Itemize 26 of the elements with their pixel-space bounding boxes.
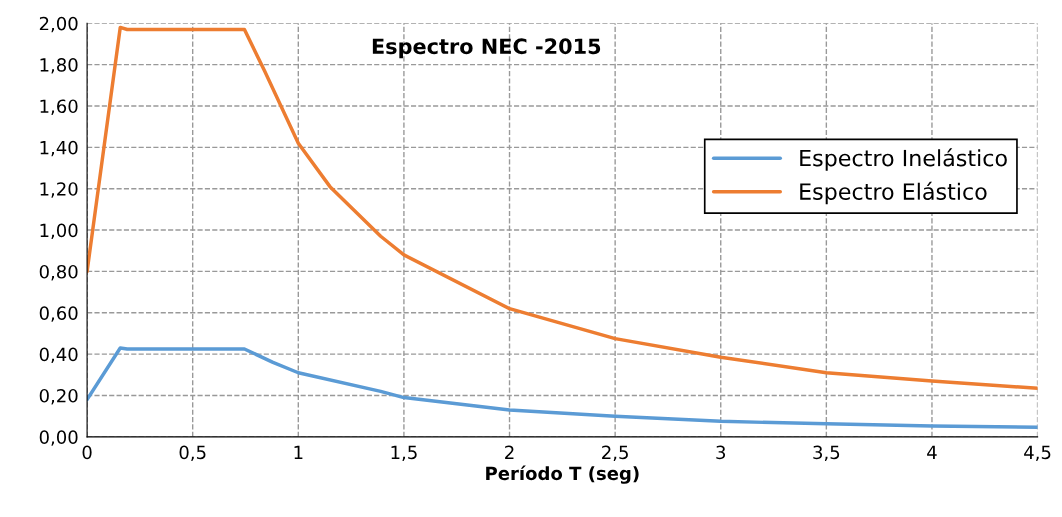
y-tick-label: 0,00 — [39, 430, 78, 446]
y-tick-label: 1,00 — [40, 223, 78, 240]
x-tick-label: 3,5 — [813, 445, 840, 462]
legend-label: Espectro Elástico — [800, 181, 987, 205]
x-tick-label: 2 — [505, 445, 514, 459]
y-tick-label: 0,60 — [39, 306, 78, 322]
x-tick-label: 4 — [927, 445, 937, 459]
y-tick-label: 0,40 — [39, 347, 78, 364]
y-tick-label: 1,40 — [40, 140, 78, 157]
y-tick-label: 1,20 — [40, 182, 78, 198]
x-tick-label: 4,5 — [1024, 445, 1051, 462]
line-series — [87, 346, 1038, 430]
x-tick-label: 3 — [716, 445, 726, 460]
y-tick-label: 0,20 — [39, 388, 78, 405]
x-tick-label: 1 — [294, 445, 303, 459]
y-tick-label: 2,00 — [39, 16, 78, 33]
x-axis-title: Período T (seg) — [486, 465, 639, 484]
legend-label: Espectro Inelástico — [800, 148, 1007, 171]
y-tick-label: 1,80 — [40, 58, 78, 74]
x-tick-label: 0 — [82, 445, 92, 460]
text: Espectro NEC -2015 — [372, 38, 601, 59]
x-tick-label: 0,5 — [179, 445, 206, 462]
y-tick-label: 0,80 — [39, 264, 78, 281]
y-tick-label: 1,60 — [40, 99, 78, 115]
x-tick-label: 2,5 — [602, 445, 628, 462]
x-tick-label: 1,5 — [391, 445, 417, 462]
